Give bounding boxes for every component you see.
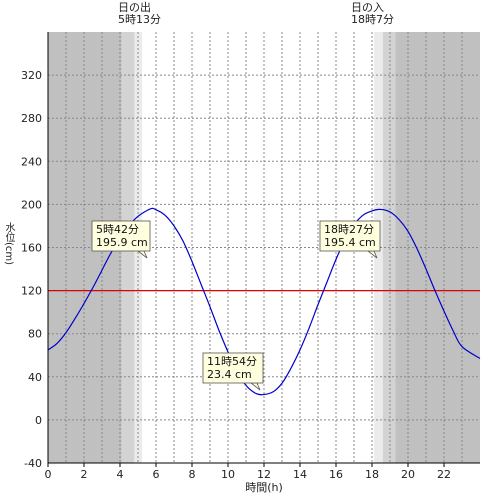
sunset-title: 日の入: [351, 1, 384, 14]
x-tick-label: 16: [329, 468, 343, 481]
y-tick-label: 40: [28, 371, 42, 384]
x-tick-label: 8: [189, 468, 196, 481]
x-tick-label: 6: [153, 468, 160, 481]
x-tick-label: 2: [81, 468, 88, 481]
x-tick-label: 22: [437, 468, 451, 481]
y-axis-label: 水位(cm): [3, 222, 14, 266]
y-tick-label: 200: [21, 198, 42, 211]
x-axis-label: 時間(h): [245, 481, 283, 494]
sunrise-title: 日の出: [118, 1, 151, 14]
sunset-label: 日の入 18時7分: [351, 2, 394, 26]
callout-time: 18時27分: [324, 223, 374, 236]
y-tick-label: 240: [21, 155, 42, 168]
x-tick-label: 10: [221, 468, 235, 481]
y-tick-label: 80: [28, 328, 42, 341]
sunset-time: 18時7分: [351, 13, 394, 26]
x-tick-label: 4: [117, 468, 124, 481]
callout-value: 23.4 cm: [207, 368, 252, 381]
callout-box: [202, 352, 264, 384]
y-tick-label: 0: [35, 414, 42, 427]
x-tick-label: 0: [45, 468, 52, 481]
sunrise-label: 日の出 5時13分: [118, 2, 161, 26]
y-tick-label: 120: [21, 285, 42, 298]
sunrise-time: 5時13分: [118, 13, 161, 26]
callout-box: [91, 220, 151, 252]
x-tick-label: 18: [365, 468, 379, 481]
x-tick-label: 12: [257, 468, 271, 481]
x-tick-label: 14: [293, 468, 307, 481]
y-tick-label: 160: [21, 242, 42, 255]
callout-time: 5時42分: [96, 223, 139, 236]
x-tick-label: 20: [401, 468, 415, 481]
y-tick-label: 280: [21, 112, 42, 125]
callout-time: 11時54分: [207, 355, 257, 368]
callout-value: 195.4 cm: [324, 236, 376, 249]
callout-box: [319, 220, 381, 252]
y-tick-label: -40: [24, 457, 42, 470]
y-tick-label: 320: [21, 69, 42, 82]
callout-value: 195.9 cm: [96, 236, 148, 249]
